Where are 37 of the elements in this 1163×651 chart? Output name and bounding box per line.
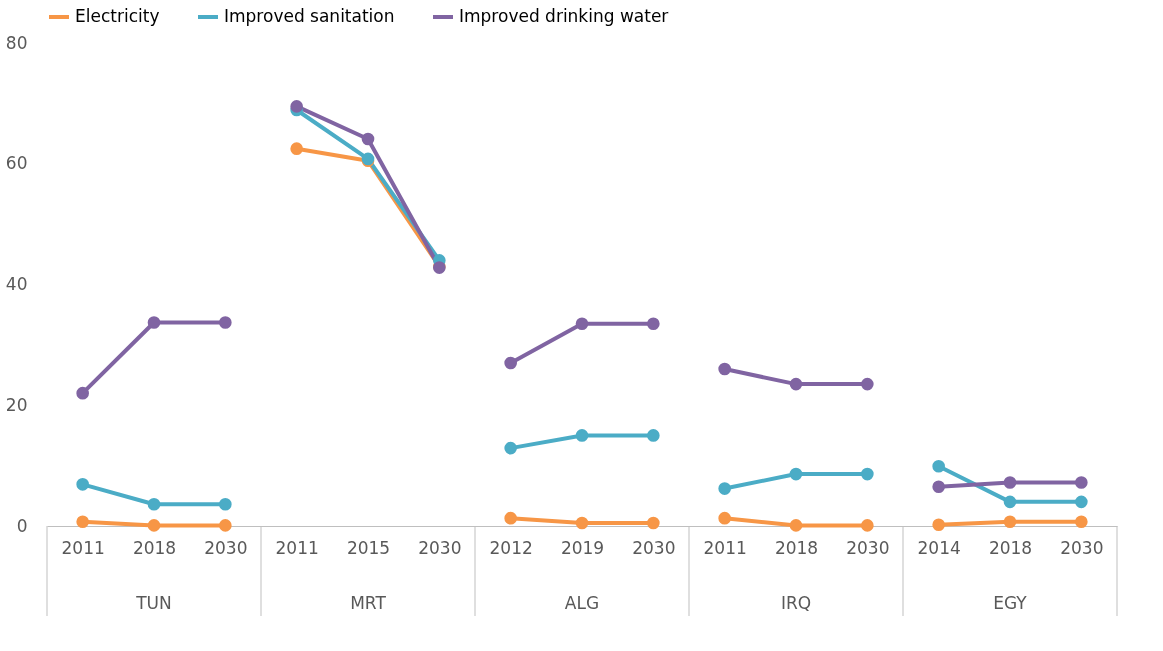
- text: TUN: [135, 593, 172, 613]
- y-tick-label: 0: [16, 515, 28, 536]
- x-tick-label: 2012: [489, 537, 533, 558]
- x-tick-label: 2014: [917, 537, 961, 558]
- x-tick-label: 2018: [988, 537, 1033, 558]
- point: [147, 519, 161, 532]
- point: [76, 515, 89, 529]
- x-tick-label: 2030: [418, 537, 462, 558]
- x-tick-label: 2030: [204, 537, 248, 558]
- x-tick-label: 2011: [703, 537, 747, 558]
- x-tick-label: 2030: [1060, 537, 1104, 558]
- x-tick-label: 2018: [774, 537, 819, 558]
- x-tick-label: 2011: [61, 537, 105, 558]
- x-tick-label: 2011: [275, 537, 319, 558]
- point: [147, 497, 161, 511]
- point: [76, 478, 89, 491]
- point: [1075, 515, 1088, 529]
- x-tick-label: 2018: [132, 537, 177, 558]
- legend-label: Electricity: [75, 6, 160, 26]
- y-tick-label: 60: [5, 153, 28, 174]
- x-tick-label: 2030: [846, 537, 890, 558]
- text: MRT: [350, 593, 387, 613]
- y-tick-label: 20: [5, 394, 28, 415]
- x-tick-label: 2015: [346, 537, 391, 558]
- point: [219, 519, 232, 532]
- point: [932, 518, 945, 532]
- point: [219, 497, 232, 511]
- legend-label: Improved sanitation: [224, 6, 395, 26]
- text: EGY: [993, 593, 1028, 613]
- point: [1003, 515, 1017, 529]
- x-tick-label: 2030: [632, 537, 676, 558]
- text: ALG: [564, 593, 600, 613]
- y-tick-label: 40: [5, 274, 28, 294]
- x-tick-label: 2019: [560, 537, 605, 558]
- legend-label: Improved drinking water: [459, 6, 669, 26]
- text: IRQ: [780, 593, 812, 613]
- y-tick-label: 80: [5, 32, 28, 53]
